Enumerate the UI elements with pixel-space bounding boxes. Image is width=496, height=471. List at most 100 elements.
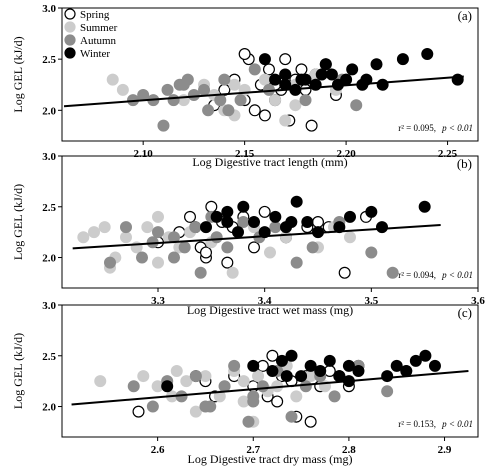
x-axis-label-b: Log Digestive tract wet mass (mg) (187, 303, 353, 317)
legend-label-autumn: Autumn (80, 35, 117, 47)
point-autumn (119, 221, 132, 234)
point-summer (98, 221, 111, 234)
point-winter (269, 73, 282, 86)
point-autumn (187, 88, 200, 101)
plot-frame-b (61, 155, 479, 289)
point-winter (232, 226, 245, 239)
plot-frame-c (61, 304, 479, 438)
point-spring (184, 210, 197, 223)
point-summer (258, 73, 271, 86)
point-winter (400, 365, 413, 378)
y-tick-label: 2.0 (42, 253, 56, 265)
point-autumn (222, 104, 235, 117)
point-summer (87, 226, 100, 239)
point-winter (275, 354, 288, 367)
point-winter (315, 68, 328, 81)
x-tick-label: 2.8 (342, 444, 356, 456)
panel-label-b: (b) (457, 156, 472, 171)
point-spring (295, 63, 308, 76)
point-winter (396, 53, 409, 66)
point-winter (237, 200, 250, 213)
point-winter (161, 380, 174, 393)
point-summer (290, 390, 303, 403)
point-summer (213, 390, 226, 403)
point-winter (295, 73, 308, 86)
p-value-text: p < 0.01 (441, 123, 473, 133)
x-axis-label-a: Log Digestive tract length (mm) (192, 155, 347, 169)
point-autumn (290, 256, 303, 269)
x-tick-label: 2.7 (246, 444, 260, 456)
trend-line-b (72, 224, 441, 250)
point-winter (340, 73, 353, 86)
point-spring (262, 63, 275, 76)
point-winter (280, 370, 293, 383)
point-autumn (136, 251, 149, 264)
point-autumn (198, 83, 211, 96)
point-winter (390, 359, 403, 372)
point-winter (285, 216, 298, 229)
point-winter (346, 63, 359, 76)
x-tick-label: 2.9 (438, 444, 452, 456)
point-summer (170, 365, 183, 378)
plot-frame-a (61, 7, 479, 142)
point-autumn (210, 231, 223, 244)
point-autumn (306, 241, 319, 254)
point-summer (269, 94, 282, 107)
p-value-text: p < 0.01 (441, 419, 473, 429)
point-autumn (127, 380, 140, 393)
point-autumn (285, 410, 298, 423)
r-squared-text: r² = 0.095, (398, 123, 436, 133)
point-autumn (146, 400, 159, 413)
panel-label-c: (c) (458, 305, 472, 320)
point-winter (409, 354, 422, 367)
point-winter (365, 205, 378, 218)
x-tick-label: 3.5 (364, 295, 378, 307)
point-spring (338, 266, 351, 279)
y-axis-label-b: Log GEL (kJ/d) (11, 184, 25, 260)
point-summer (279, 114, 292, 127)
point-autumn (234, 94, 247, 107)
point-winter (323, 354, 336, 367)
point-summer (94, 375, 107, 388)
point-autumn (214, 94, 227, 107)
point-winter (304, 359, 317, 372)
point-spring (132, 405, 145, 418)
point-spring (200, 246, 213, 259)
point-autumn (218, 73, 231, 86)
point-autumn (178, 241, 191, 254)
point-autumn (168, 251, 181, 264)
point-winter (285, 349, 298, 362)
point-spring (258, 109, 271, 122)
point-summer (289, 99, 302, 112)
point-spring (221, 256, 234, 269)
y-tick-label: 2.5 (42, 351, 56, 363)
point-winter (279, 68, 292, 81)
y-axis-label-a: Log GEL (kJ/d) (11, 36, 25, 112)
point-spring (312, 216, 325, 229)
point-summer (141, 221, 154, 234)
point-winter (370, 58, 383, 71)
point-autumn (189, 370, 202, 383)
point-winter (210, 210, 223, 223)
point-winter (258, 226, 271, 239)
trend-line-c (71, 370, 469, 406)
point-summer (264, 246, 277, 259)
point-autumn (381, 385, 394, 398)
point-winter (266, 365, 279, 378)
p-value-text: p < 0.01 (441, 270, 473, 280)
point-winter (419, 349, 432, 362)
point-spring (305, 119, 318, 132)
point-autumn (202, 104, 215, 117)
point-winter (381, 370, 394, 383)
y-tick-label: 3.0 (42, 300, 56, 312)
point-summer (152, 256, 165, 269)
point-autumn (386, 266, 399, 279)
point-autumn (237, 216, 250, 229)
legend-marker-winter (64, 47, 76, 59)
point-autumn (256, 380, 269, 393)
panel-label-a: (a) (458, 8, 472, 23)
point-spring (248, 241, 261, 254)
point-summer (189, 405, 202, 418)
point-winter (301, 216, 314, 229)
